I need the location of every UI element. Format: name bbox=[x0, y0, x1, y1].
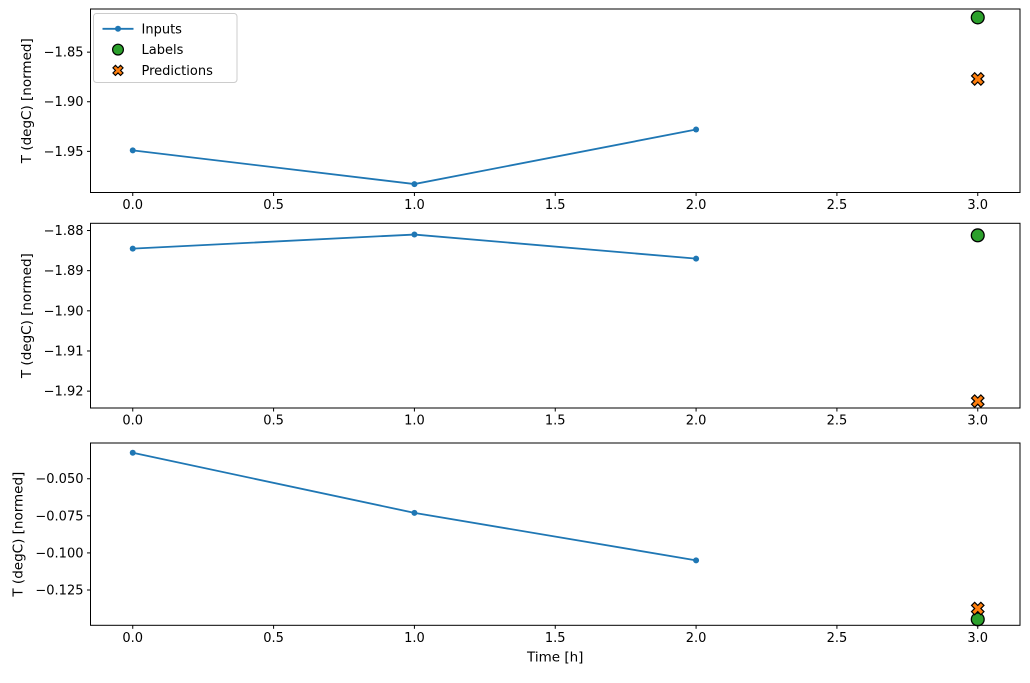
x-tick-label: 0.5 bbox=[263, 198, 284, 213]
y-axis-label: T (degC) [normed] bbox=[11, 472, 27, 598]
y-tick-label: −0.125 bbox=[35, 583, 83, 598]
y-tick-label: −0.100 bbox=[35, 546, 83, 561]
x-tick-label: 1.5 bbox=[545, 198, 566, 213]
inputs-series bbox=[129, 126, 700, 188]
x-tick-label: 1.5 bbox=[545, 631, 566, 646]
y-tick-label: −1.95 bbox=[44, 145, 84, 160]
inputs-point bbox=[129, 245, 136, 252]
inputs-point bbox=[693, 557, 700, 564]
x-tick-label: 0.5 bbox=[263, 414, 284, 429]
predictions-point bbox=[970, 394, 985, 409]
axes-frame bbox=[90, 222, 1021, 409]
y-axis: −0.050 −0.075 −0.100 −0.125 bbox=[35, 472, 91, 598]
legend-dot-marker bbox=[115, 25, 121, 32]
y-axis: −1.85 −1.90 −1.95 bbox=[44, 46, 91, 160]
x-tick-label: 2.0 bbox=[686, 198, 707, 213]
x-tick-label: 1.5 bbox=[545, 414, 566, 429]
predictions-point bbox=[970, 71, 985, 86]
x-tick-label: 3.0 bbox=[967, 631, 988, 646]
y-axis-label: T (degC) [normed] bbox=[19, 253, 35, 379]
inputs-series bbox=[129, 231, 700, 262]
axes-frame bbox=[90, 8, 1021, 193]
legend-circle-marker bbox=[111, 43, 124, 56]
x-tick-label: 3.0 bbox=[967, 414, 988, 429]
x-tick-label: 3.0 bbox=[967, 198, 988, 213]
x-tick-label: 1.0 bbox=[404, 198, 425, 213]
inputs-point bbox=[411, 509, 418, 516]
labels-series bbox=[970, 228, 985, 243]
inputs-point bbox=[411, 181, 418, 188]
y-axis-label: T (degC) [normed] bbox=[19, 38, 35, 164]
x-tick-label: 2.5 bbox=[827, 198, 848, 213]
legend-label: Predictions bbox=[142, 64, 214, 79]
predictions-series bbox=[970, 394, 985, 409]
subplot-1: 0.0 0.5 1.0 1.5 2.0 2.5 3.0 −1.85 −1.90 −1.95 T (d… bbox=[19, 8, 1021, 213]
y-axis: −1.88 −1.89 −1.90 −1.91 −1.92 bbox=[44, 224, 91, 400]
x-tick-label: 2.0 bbox=[686, 631, 707, 646]
axes-frame bbox=[90, 442, 1021, 626]
x-tick-label: 2.5 bbox=[827, 414, 848, 429]
x-axis: 0.0 0.5 1.0 1.5 2.0 2.5 3.0 bbox=[122, 625, 988, 646]
y-tick-label: −0.050 bbox=[35, 472, 83, 487]
labels-series bbox=[970, 612, 985, 627]
legend-label: Labels bbox=[142, 43, 184, 58]
legend: Inputs Labels Predictions bbox=[93, 13, 238, 83]
inputs-point bbox=[693, 126, 700, 133]
x-tick-label: 0.0 bbox=[122, 198, 143, 213]
labels-point bbox=[970, 10, 985, 25]
legend-entry-predictions: Predictions bbox=[112, 64, 214, 79]
x-axis-label: Time [h] bbox=[526, 650, 583, 666]
y-tick-label: −0.075 bbox=[35, 509, 83, 524]
x-axis: 0.0 0.5 1.0 1.5 2.0 2.5 3.0 bbox=[122, 408, 988, 429]
predictions-point bbox=[970, 601, 985, 616]
y-tick-label: −1.92 bbox=[44, 385, 84, 400]
y-tick-label: −1.91 bbox=[44, 344, 84, 359]
x-tick-label: 0.0 bbox=[122, 631, 143, 646]
inputs-point bbox=[411, 231, 418, 238]
x-tick-label: 2.5 bbox=[827, 631, 848, 646]
x-tick-label: 2.0 bbox=[686, 414, 707, 429]
y-tick-label: −1.88 bbox=[44, 224, 84, 239]
legend-label: Inputs bbox=[142, 22, 183, 37]
subplot-2: 0.0 0.5 1.0 1.5 2.0 2.5 3.0 −1.88 −1.89 −1.90 −1.9… bbox=[19, 222, 1021, 429]
y-tick-label: −1.90 bbox=[44, 304, 84, 319]
x-tick-label: 0.5 bbox=[263, 631, 284, 646]
labels-point bbox=[970, 228, 985, 243]
y-tick-label: −1.89 bbox=[44, 264, 84, 279]
inputs-point bbox=[129, 147, 136, 154]
subplot-3: 0.0 0.5 1.0 1.5 2.0 2.5 3.0−0.050−0.075−0.100−… bbox=[11, 442, 1021, 666]
labels-point bbox=[970, 612, 985, 627]
y-tick-label: −1.90 bbox=[44, 95, 84, 110]
legend-entry-labels: Labels bbox=[111, 43, 184, 58]
inputs-point bbox=[693, 255, 700, 262]
x-tick-label: 0.0 bbox=[122, 414, 143, 429]
legend-box bbox=[93, 13, 238, 83]
legend-entry-inputs: Inputs bbox=[102, 22, 183, 37]
predictions-series bbox=[970, 71, 985, 86]
predictions-series bbox=[970, 601, 985, 616]
inputs-point bbox=[129, 449, 136, 456]
labels-series bbox=[970, 10, 985, 25]
x-axis: 0.0 0.5 1.0 1.5 2.0 2.5 3.0 bbox=[122, 192, 988, 213]
y-tick-label: −1.85 bbox=[44, 46, 84, 61]
inputs-series bbox=[129, 449, 700, 564]
x-tick-label: 1.0 bbox=[404, 414, 425, 429]
legend-x-marker bbox=[112, 64, 124, 77]
x-tick-label: 1.0 bbox=[404, 631, 425, 646]
